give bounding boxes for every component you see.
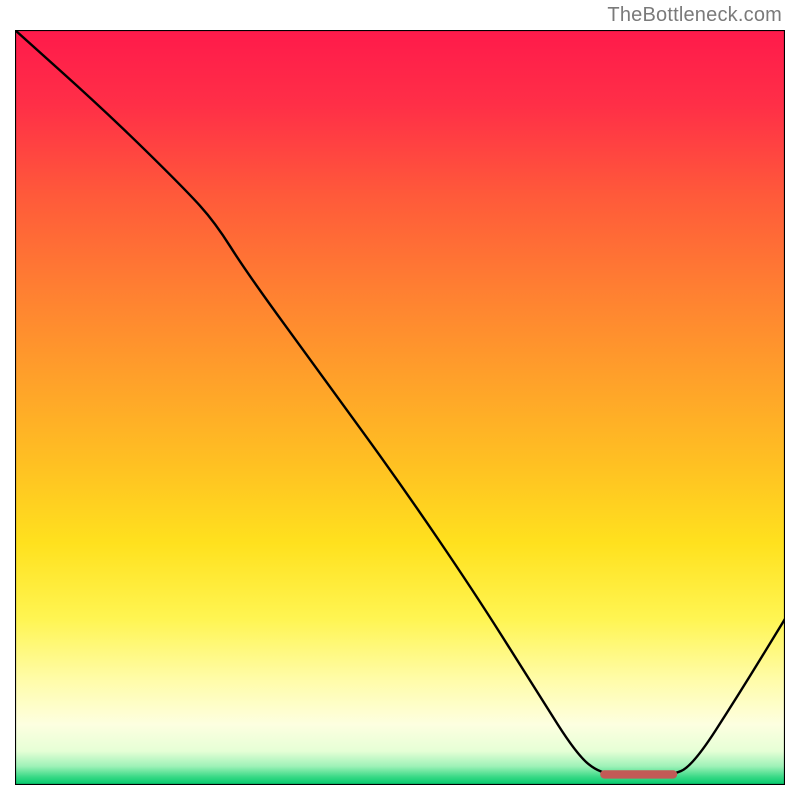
optimal-range-marker: [600, 770, 677, 778]
watermark-text: TheBottleneck.com: [607, 4, 782, 27]
bottleneck-chart: [15, 30, 785, 785]
plot-container: [15, 30, 785, 785]
gradient-background: [15, 30, 785, 785]
